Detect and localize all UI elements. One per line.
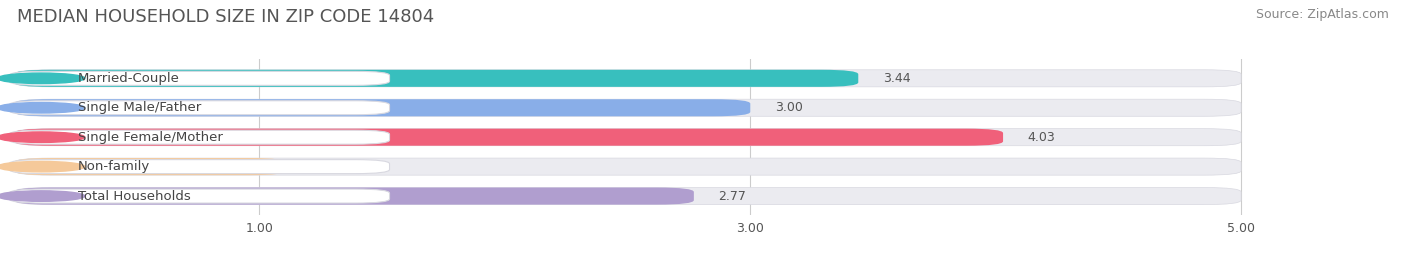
Text: Single Female/Mother: Single Female/Mother: [77, 131, 222, 144]
FancyBboxPatch shape: [14, 99, 1241, 116]
FancyBboxPatch shape: [10, 71, 389, 85]
Circle shape: [0, 102, 84, 113]
Text: 4.03: 4.03: [1028, 131, 1056, 144]
FancyBboxPatch shape: [10, 130, 389, 144]
Circle shape: [0, 191, 84, 201]
FancyBboxPatch shape: [10, 189, 389, 203]
Circle shape: [0, 73, 84, 84]
Text: Source: ZipAtlas.com: Source: ZipAtlas.com: [1256, 8, 1389, 21]
Text: 2.77: 2.77: [718, 190, 747, 203]
FancyBboxPatch shape: [14, 158, 1241, 175]
Text: Non-family: Non-family: [77, 160, 150, 173]
Text: 3.00: 3.00: [775, 101, 803, 114]
Text: MEDIAN HOUSEHOLD SIZE IN ZIP CODE 14804: MEDIAN HOUSEHOLD SIZE IN ZIP CODE 14804: [17, 8, 434, 26]
FancyBboxPatch shape: [14, 187, 1241, 205]
FancyBboxPatch shape: [14, 158, 287, 175]
FancyBboxPatch shape: [14, 187, 693, 205]
Circle shape: [0, 132, 84, 143]
FancyBboxPatch shape: [14, 129, 1002, 146]
Circle shape: [0, 161, 84, 172]
FancyBboxPatch shape: [14, 70, 1241, 87]
Text: Married-Couple: Married-Couple: [77, 72, 180, 85]
FancyBboxPatch shape: [14, 129, 1241, 146]
FancyBboxPatch shape: [14, 99, 751, 116]
FancyBboxPatch shape: [10, 101, 389, 115]
Text: 3.44: 3.44: [883, 72, 911, 85]
Text: 1.11: 1.11: [311, 160, 339, 173]
FancyBboxPatch shape: [10, 160, 389, 174]
Text: Single Male/Father: Single Male/Father: [77, 101, 201, 114]
Text: Total Households: Total Households: [77, 190, 191, 203]
FancyBboxPatch shape: [14, 70, 858, 87]
